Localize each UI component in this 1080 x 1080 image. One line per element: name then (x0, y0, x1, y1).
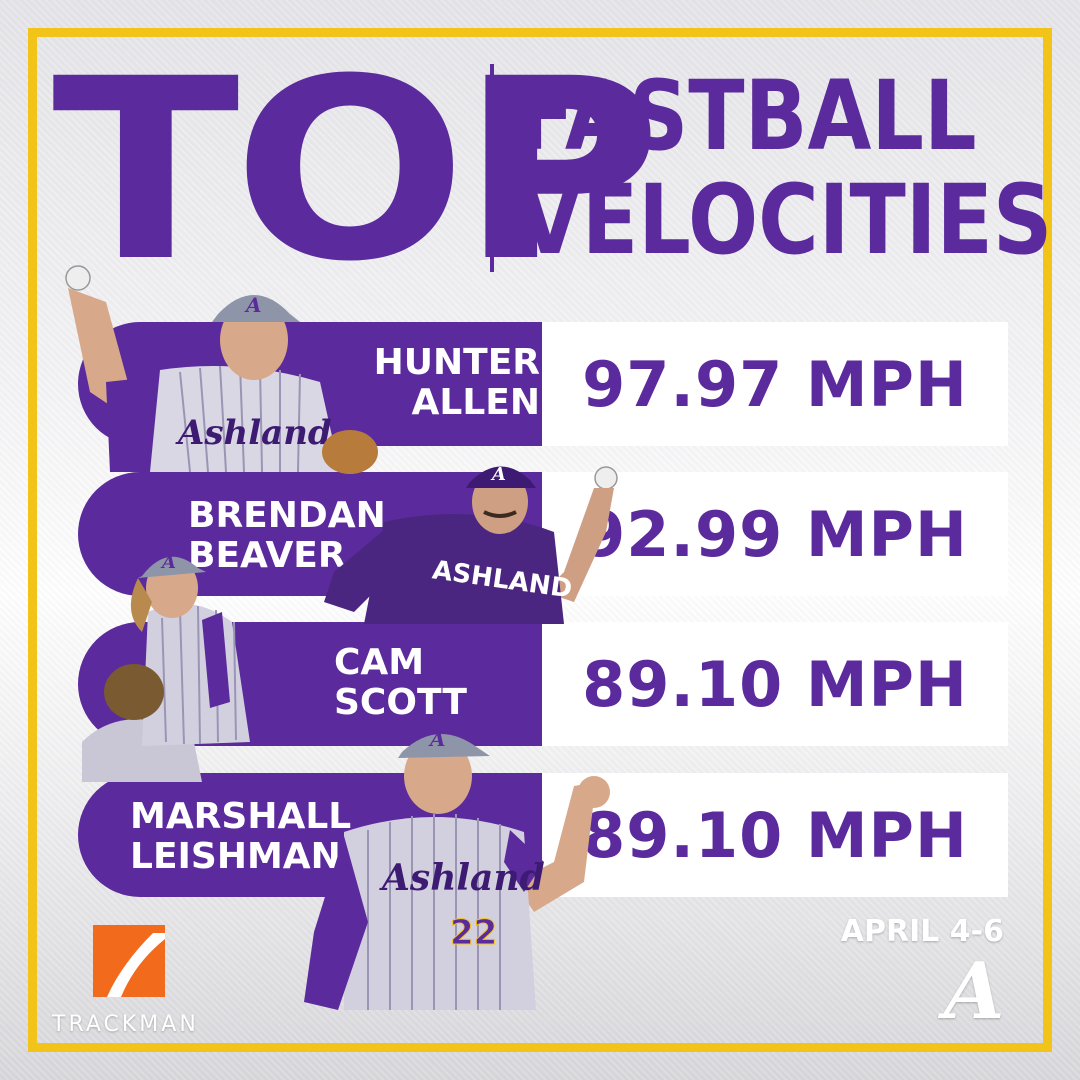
title-line-velocities: VELOCITIES (518, 164, 1053, 276)
velocity-box: 92.99 MPH (542, 472, 1008, 596)
player-name: BRENDAN BEAVER (188, 496, 386, 576)
team-logo-a: A (944, 946, 1005, 1037)
velocity-value: 89.10 MPH (582, 647, 968, 721)
player-last-name: BEAVER (188, 535, 346, 576)
svg-text:A: A (160, 552, 176, 573)
player-photo-marshall-leishman: Ashland 22 A (304, 712, 624, 1010)
arm (514, 782, 596, 912)
left-arm (324, 530, 394, 612)
glove-icon (322, 430, 378, 474)
jersey (364, 514, 564, 624)
player-name: CAM SCOTT (334, 643, 467, 723)
sleeve (304, 836, 368, 1010)
player-photo-brendan-beaver: ASHLAND A (324, 452, 624, 624)
pitcher-illustration: Ashland 22 A (304, 727, 610, 1010)
player-name: HUNTER ALLEN (374, 343, 540, 423)
player-photo-cam-scott: A (82, 542, 272, 782)
pitcher-illustration: Ashland A (65, 265, 378, 474)
jersey (344, 817, 536, 1010)
arm (68, 288, 130, 412)
jersey-text: Ashland (175, 413, 332, 453)
player-last-name: SCOTT (334, 682, 467, 723)
velocity-value: 92.99 MPH (582, 497, 968, 571)
velocity-value: 89.10 MPH (582, 798, 968, 872)
date-range: APRIL 4-6 (840, 914, 1004, 949)
title-top-word: TOP (52, 25, 662, 316)
cap (466, 466, 536, 488)
svg-text:A: A (428, 727, 446, 751)
velocity-box: 97.97 MPH (542, 322, 1008, 446)
glove-icon (104, 664, 164, 720)
player-first-name: CAM (334, 642, 425, 683)
velocity-box: 89.10 MPH (542, 622, 1008, 746)
baseball-icon (594, 466, 618, 490)
fist (578, 776, 610, 808)
cap (398, 733, 490, 758)
cap (212, 295, 300, 322)
title-divider (490, 64, 494, 272)
player-first-name: HUNTER (373, 342, 540, 383)
pitcher-illustration: A (82, 552, 250, 782)
title-line-fastball: FASTBALL (518, 60, 977, 172)
svg-text:A: A (244, 293, 262, 317)
jersey-text: Ashland (379, 857, 545, 899)
svg-text:A: A (490, 464, 506, 485)
pitcher-illustration: ASHLAND A (324, 464, 618, 624)
player-photo-hunter-allen: Ashland A (50, 262, 380, 474)
player-last-name: ALLEN (411, 382, 540, 423)
player-last-name: LEISHMAN (130, 836, 341, 877)
jersey-number: 22 (450, 913, 497, 953)
velocity-value: 97.97 MPH (582, 347, 968, 421)
sleeve (202, 612, 230, 708)
player-first-name: BRENDAN (188, 495, 386, 536)
player-first-name: MARSHALL (130, 796, 352, 837)
gold-border-frame (28, 28, 1052, 1052)
player-name: MARSHALL LEISHMAN (130, 797, 351, 877)
baseball-icon (65, 265, 91, 291)
trackman-logo-icon (93, 925, 165, 997)
sponsor-name: TRACKMAN (52, 1012, 199, 1037)
jersey (150, 366, 340, 472)
velocity-box: 89.10 MPH (542, 773, 1008, 897)
cap (138, 556, 206, 578)
arm (544, 488, 614, 602)
